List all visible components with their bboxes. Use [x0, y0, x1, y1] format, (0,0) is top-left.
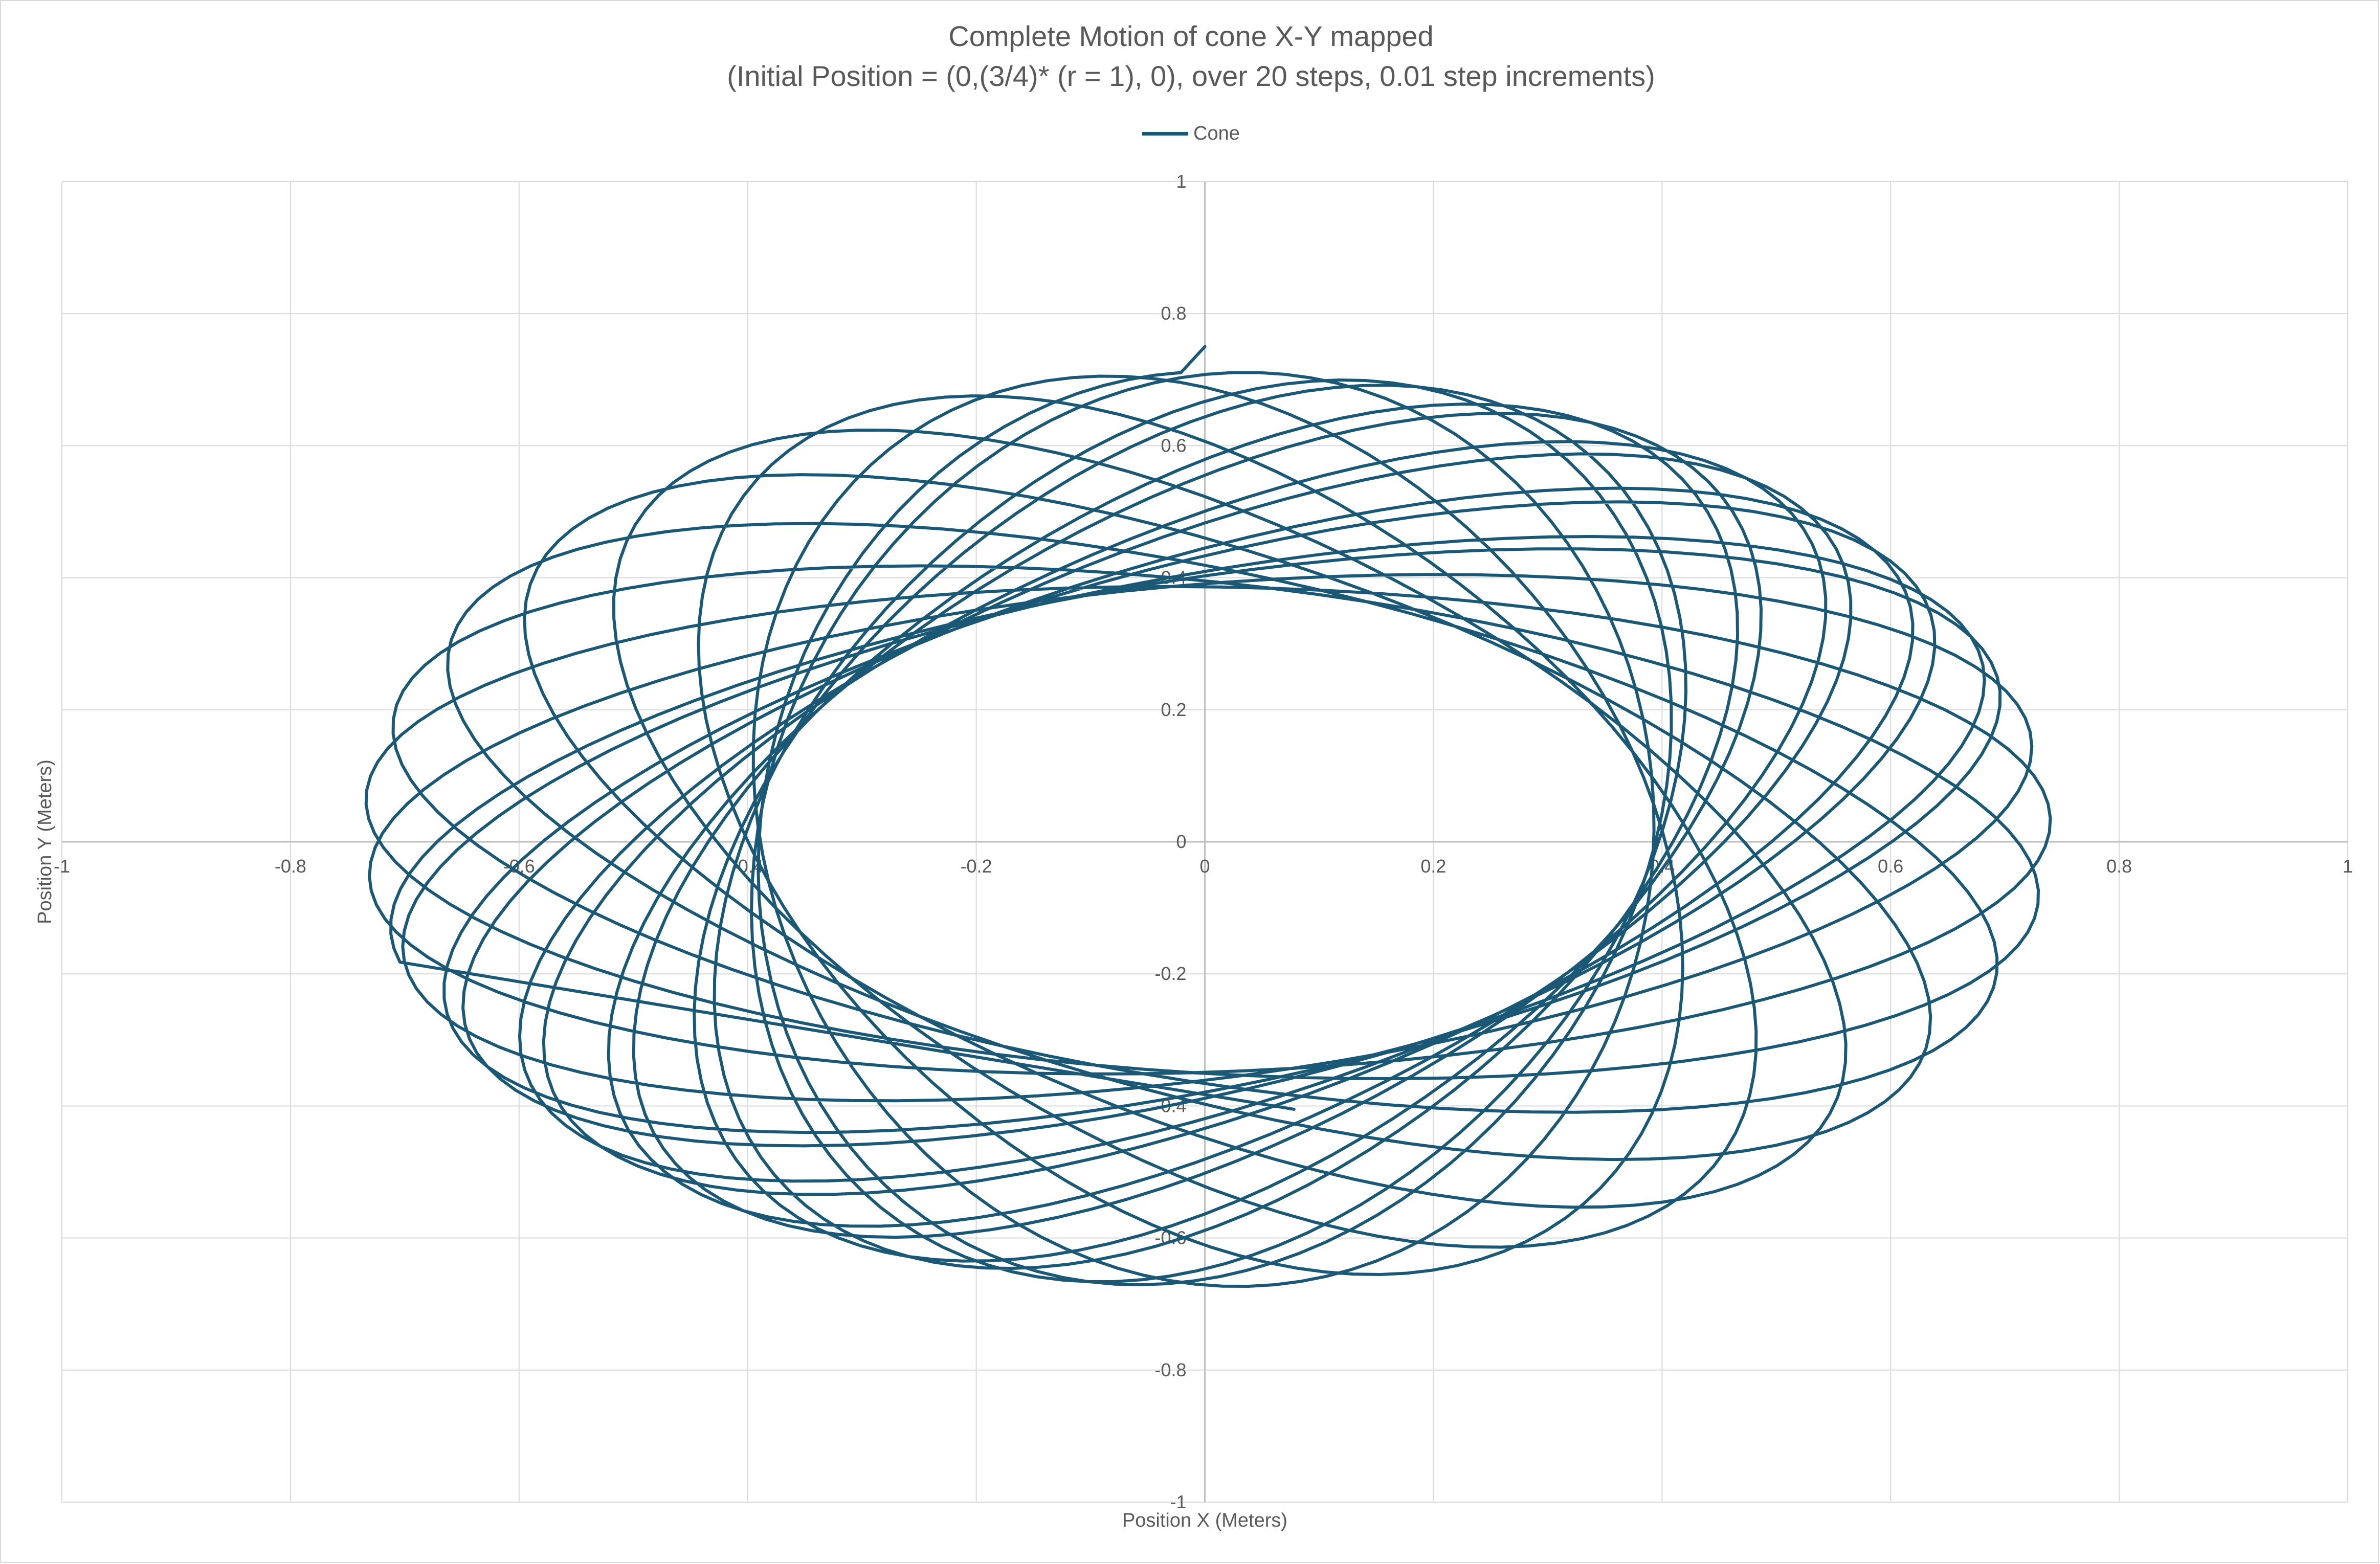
x-tick-label: -0.2: [961, 856, 992, 877]
x-tick-label: 0.2: [1420, 856, 1446, 877]
y-axis-title: Position Y (Meters): [34, 759, 56, 924]
y-tick-label: -0.2: [1154, 963, 1186, 984]
x-tick-label: 1: [2343, 856, 2353, 877]
series-line-cone: [364, 345, 2052, 1288]
legend: Cone: [1, 123, 2380, 145]
legend-swatch-cone: [1142, 132, 1189, 136]
chart-subtitle: (Initial Position = (0,(3/4)* (r = 1), 0…: [727, 60, 1655, 92]
y-tick-label: 1: [1176, 171, 1186, 192]
x-tick-label: 0: [1199, 856, 1210, 877]
y-tick-label: -0.8: [1154, 1359, 1186, 1380]
x-tick-label: -1: [54, 856, 70, 877]
x-tick-label: 0.8: [2106, 856, 2132, 877]
x-tick-label: -0.8: [275, 856, 306, 877]
legend-label-cone: Cone: [1193, 123, 1240, 144]
x-axis-title: Position X (Meters): [1122, 1510, 1287, 1531]
chart-title: Complete Motion of cone X-Y mapped: [948, 20, 1434, 52]
y-tick-label: -1: [1170, 1491, 1186, 1512]
y-tick-label: 0.2: [1161, 699, 1186, 720]
y-tick-label: 0: [1176, 831, 1186, 852]
axes: [62, 182, 2348, 1502]
x-tick-label: 0.6: [1878, 856, 1903, 877]
y-tick-label: 0.8: [1161, 303, 1186, 324]
y-tick-label: 0.6: [1161, 435, 1186, 456]
